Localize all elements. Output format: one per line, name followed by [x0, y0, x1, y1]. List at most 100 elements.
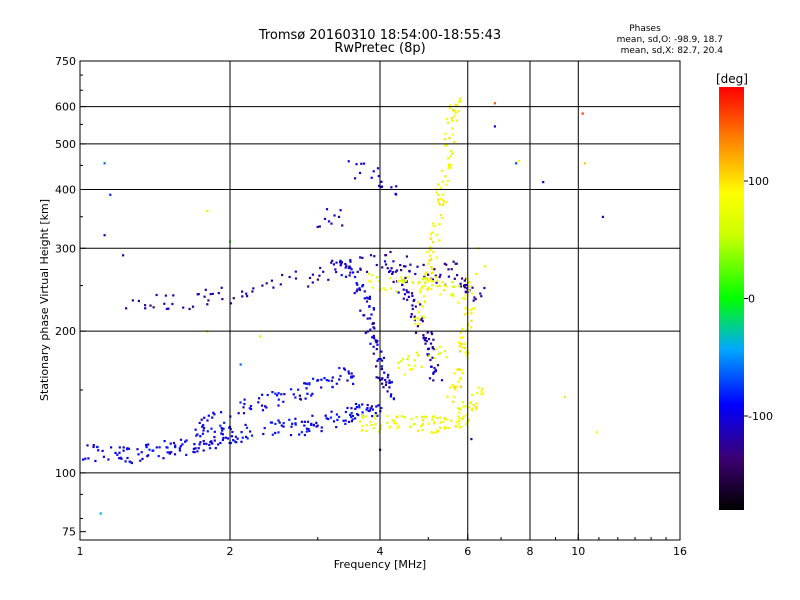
echo-point — [152, 306, 155, 309]
echo-point — [118, 457, 121, 460]
echo-point — [420, 365, 423, 368]
echo-point — [311, 392, 314, 395]
echo-point — [394, 270, 397, 273]
echo-point — [431, 418, 434, 421]
echo-point — [389, 269, 392, 272]
echo-point — [443, 417, 446, 420]
echo-point — [386, 415, 389, 418]
echo-point — [389, 287, 392, 290]
echo-point — [374, 414, 377, 417]
echo-point — [166, 446, 169, 449]
echo-point — [303, 382, 306, 385]
echo-point — [350, 420, 353, 423]
echo-point — [421, 428, 424, 432]
echo-point — [449, 163, 453, 166]
colorbar-label: [deg] — [716, 72, 748, 86]
echo-point — [318, 225, 321, 228]
echo-point — [417, 429, 420, 432]
y-axis-label: Stationary phase Virtual Height [km] — [38, 199, 51, 401]
echo-point — [432, 422, 436, 425]
echo-point — [445, 356, 448, 359]
echo-point — [442, 289, 445, 292]
echo-point — [332, 420, 336, 423]
echo-point — [438, 203, 441, 206]
echo-point — [424, 281, 427, 284]
echo-point — [421, 278, 424, 281]
echo-point — [335, 413, 338, 416]
echo-point — [450, 293, 453, 297]
echo-point — [212, 411, 215, 414]
x-axis-label: Frequency [MHz] — [334, 558, 426, 571]
echo-point — [209, 293, 212, 296]
echo-point — [380, 378, 384, 381]
echo-point — [372, 427, 375, 430]
echo-point — [129, 461, 132, 464]
echo-point — [411, 304, 414, 307]
x-tick-label: 10 — [571, 545, 585, 558]
echo-point — [397, 291, 400, 294]
echo-point — [249, 405, 253, 408]
echo-point — [435, 281, 438, 284]
echo-point — [484, 265, 487, 268]
echo-point — [320, 386, 323, 389]
echo-point — [327, 220, 331, 223]
echo-point — [241, 290, 244, 293]
echo-point — [375, 263, 378, 267]
echo-point — [446, 179, 449, 183]
echo-point — [264, 405, 267, 408]
echo-point — [431, 346, 434, 349]
echo-point — [421, 316, 424, 319]
echo-point — [424, 337, 427, 340]
echo-point — [363, 297, 366, 300]
echo-point — [278, 421, 281, 424]
echo-point — [340, 274, 343, 277]
echo-point — [137, 299, 140, 303]
echo-point — [447, 163, 450, 166]
echo-point — [517, 159, 521, 163]
echo-point — [439, 352, 442, 355]
echo-point — [458, 97, 461, 100]
echo-point — [339, 261, 342, 264]
echo-point — [308, 383, 311, 386]
echo-point — [122, 254, 125, 257]
echo-point — [378, 280, 381, 283]
echo-point — [439, 197, 442, 200]
echo-point — [464, 405, 467, 408]
echo-point — [185, 439, 188, 442]
echo-point — [403, 416, 407, 419]
echo-point — [354, 417, 357, 420]
echo-point — [400, 360, 403, 363]
echo-point — [406, 276, 409, 279]
echo-point — [389, 395, 392, 398]
echo-point — [305, 430, 308, 433]
echo-point — [231, 430, 234, 434]
echo-point — [459, 342, 462, 345]
echo-point — [355, 282, 358, 285]
echo-point — [454, 111, 457, 115]
echo-point — [450, 268, 453, 271]
echo-point — [423, 295, 426, 298]
echo-point — [125, 307, 128, 310]
echo-point — [410, 418, 413, 421]
echo-point — [446, 418, 449, 421]
echo-point — [325, 379, 328, 382]
echo-point — [371, 286, 374, 289]
echo-point — [219, 441, 222, 444]
echo-point — [402, 279, 405, 282]
echo-point — [357, 404, 361, 407]
echo-point — [383, 260, 387, 263]
echo-point — [130, 461, 133, 465]
echo-point — [455, 119, 459, 122]
echo-point — [197, 447, 200, 450]
echo-point — [352, 375, 355, 378]
echo-point — [354, 402, 358, 406]
echo-point — [430, 272, 433, 275]
echo-point — [272, 286, 275, 289]
echo-point — [371, 322, 374, 325]
echo-point — [350, 407, 353, 410]
colorbar-tick-label: 0 — [748, 293, 755, 306]
echo-point — [459, 282, 462, 285]
echo-point — [381, 382, 384, 385]
echo-point — [240, 431, 243, 434]
echo-point — [376, 276, 379, 279]
